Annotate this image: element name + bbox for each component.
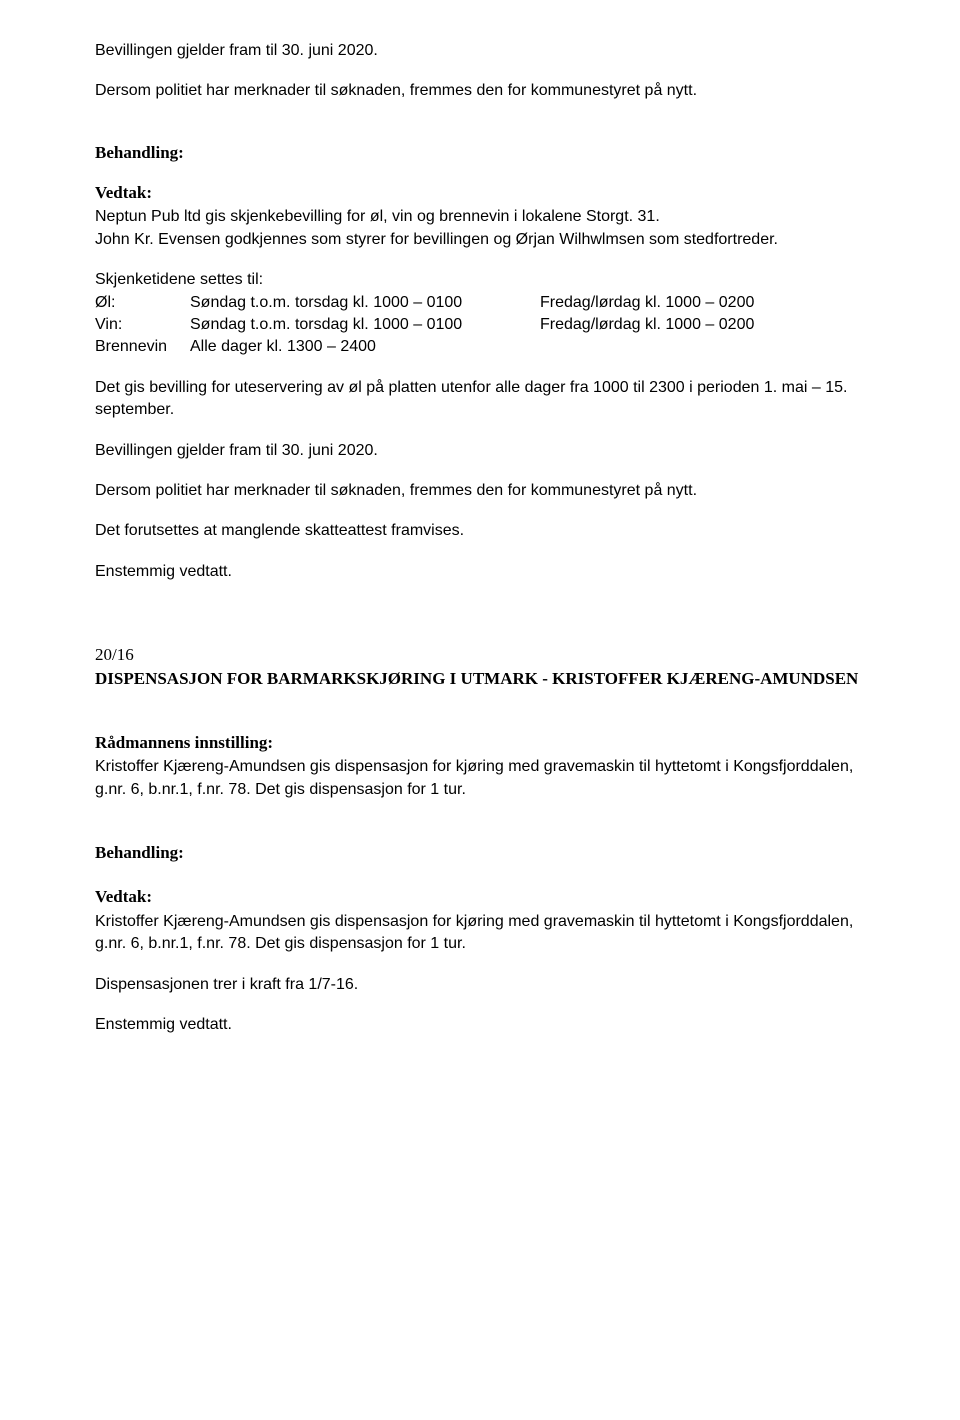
cell: Søndag t.o.m. torsdag kl. 1000 – 0100: [190, 292, 540, 314]
cell: [540, 336, 754, 358]
vedtak-heading: Vedtak:: [95, 885, 865, 909]
cell: Fredag/lørdag kl. 1000 – 0200: [540, 314, 754, 336]
text-line: Enstemmig vedtatt.: [95, 561, 865, 583]
text-line: Enstemmig vedtatt.: [95, 1014, 865, 1036]
case-number: 20/16: [95, 643, 865, 667]
cell: Søndag t.o.m. torsdag kl. 1000 – 0100: [190, 314, 540, 336]
table-row: Vin: Søndag t.o.m. torsdag kl. 1000 – 01…: [95, 314, 754, 336]
text-line: Dispensasjonen trer i kraft fra 1/7-16.: [95, 974, 865, 996]
behandling-heading: Behandling:: [95, 141, 865, 165]
table-row: Øl: Søndag t.o.m. torsdag kl. 1000 – 010…: [95, 292, 754, 314]
text-line: Dersom politiet har merknader til søknad…: [95, 480, 865, 502]
skjenke-title: Skjenketidene settes til:: [95, 269, 865, 291]
innstilling-heading: Rådmannens innstilling:: [95, 731, 865, 755]
text-line: Bevillingen gjelder fram til 30. juni 20…: [95, 40, 865, 62]
text-line: Bevillingen gjelder fram til 30. juni 20…: [95, 440, 865, 462]
text-line: Det forutsettes at manglende skatteattes…: [95, 520, 865, 542]
behandling-heading: Behandling:: [95, 841, 865, 865]
text-line: Det gis bevilling for uteservering av øl…: [95, 377, 865, 422]
vedtak-heading: Vedtak:: [95, 181, 865, 205]
cell: Brennevin: [95, 336, 190, 358]
cell: Øl:: [95, 292, 190, 314]
case-title: DISPENSASJON FOR BARMARKSKJØRING I UTMAR…: [95, 667, 865, 691]
cell: Fredag/lørdag kl. 1000 – 0200: [540, 292, 754, 314]
cell: Alle dager kl. 1300 – 2400: [190, 336, 540, 358]
text-line: Kristoffer Kjæreng-Amundsen gis dispensa…: [95, 756, 865, 801]
text-line: John Kr. Evensen godkjennes som styrer f…: [95, 229, 865, 251]
text-line: Kristoffer Kjæreng-Amundsen gis dispensa…: [95, 911, 865, 956]
text-line: Neptun Pub ltd gis skjenkebevilling for …: [95, 206, 865, 228]
text-line: Dersom politiet har merknader til søknad…: [95, 80, 865, 102]
skjenke-table: Øl: Søndag t.o.m. torsdag kl. 1000 – 010…: [95, 292, 754, 359]
cell: Vin:: [95, 314, 190, 336]
table-row: Brennevin Alle dager kl. 1300 – 2400: [95, 336, 754, 358]
